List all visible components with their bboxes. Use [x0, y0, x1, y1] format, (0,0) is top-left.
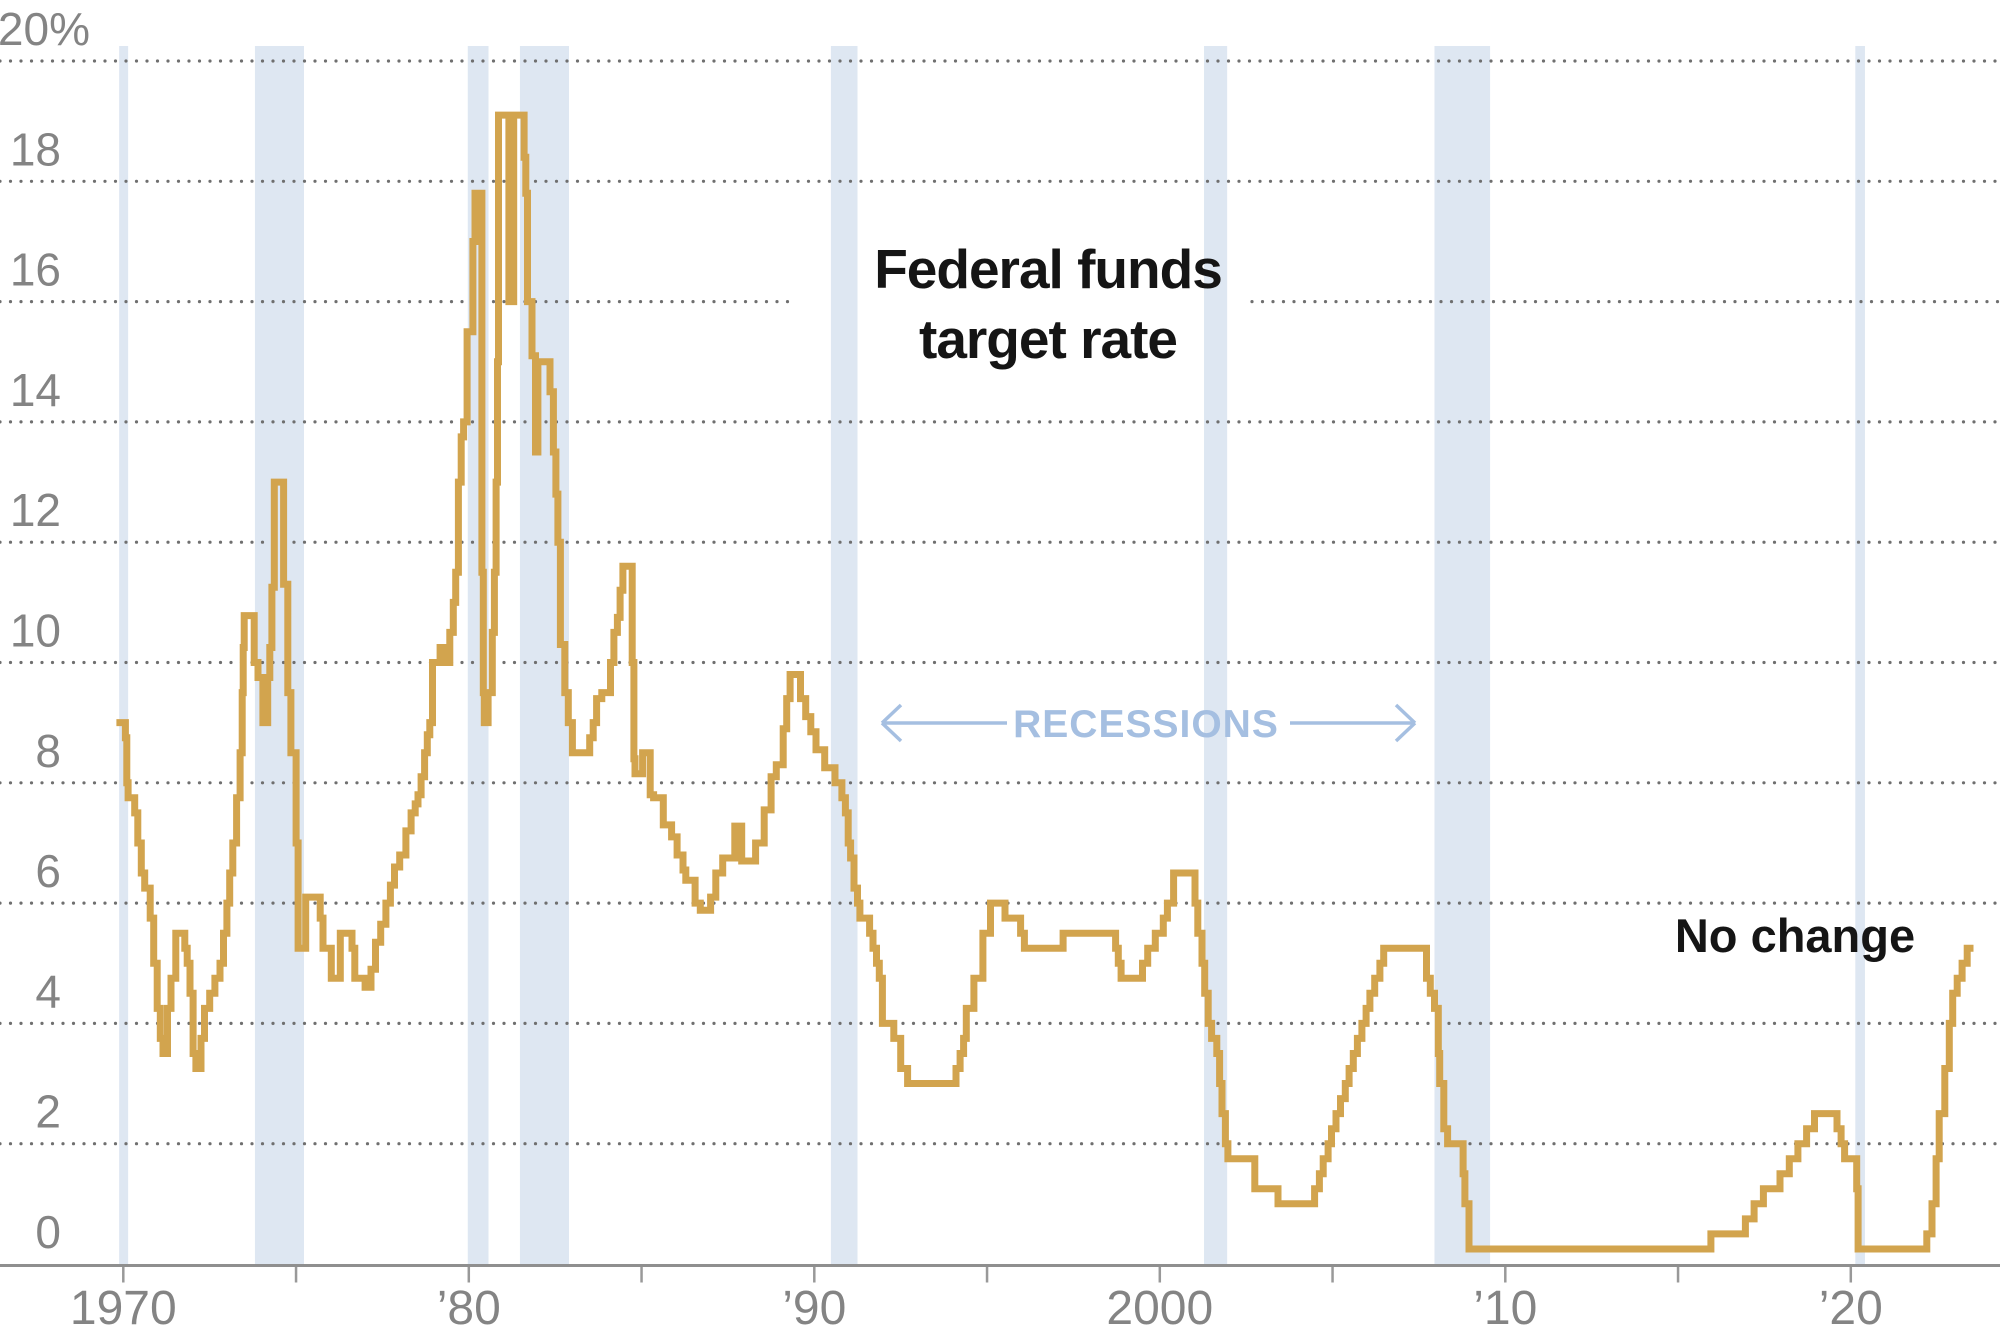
x-axis	[0, 1264, 2000, 1283]
recessions-label: RECESSIONS	[1013, 703, 1279, 746]
recession-band	[830, 46, 858, 1264]
y-axis-label: 18	[10, 123, 61, 175]
x-axis-label: 1970	[70, 1282, 177, 1333]
y-axis-label: 0	[35, 1206, 61, 1258]
x-axis-labels: 1970 ’80 ’90 2000 ’10 ’20	[70, 1282, 1883, 1333]
x-axis-label: 2000	[1106, 1282, 1213, 1333]
x-axis-label: ’90	[782, 1282, 846, 1333]
y-axis-label: 4	[35, 965, 61, 1017]
recession-arrow-right-icon	[1290, 703, 1417, 743]
recession-band	[1204, 46, 1228, 1264]
rate-line	[116, 111, 1974, 1253]
recession-band	[254, 46, 304, 1264]
x-axis-label: ’10	[1473, 1282, 1537, 1333]
recession-band	[119, 46, 129, 1264]
gridlines	[0, 59, 2000, 1146]
no-change-label: No change	[1675, 909, 1915, 962]
y-axis-label: 16	[10, 244, 61, 296]
chart-title-line2: target rate	[919, 308, 1177, 370]
x-axis-label: ’80	[437, 1282, 501, 1333]
recession-band	[1434, 46, 1491, 1264]
chart-title-line1: Federal funds	[874, 238, 1222, 300]
recession-band	[1855, 46, 1865, 1264]
y-axis-label: 14	[10, 364, 61, 416]
y-axis-label: 20%	[0, 3, 90, 55]
y-axis-label: 6	[35, 845, 61, 897]
x-axis-label: ’20	[1819, 1282, 1883, 1333]
y-axis-label: 2	[35, 1086, 61, 1138]
recession-arrow-left-icon	[880, 703, 1007, 743]
y-axis-label: 12	[10, 484, 61, 536]
y-axis-label: 8	[35, 725, 61, 777]
y-axis-label: 10	[10, 605, 61, 657]
recession-bands	[119, 46, 1865, 1264]
y-axis-labels: 20% 18 16 14 12 10 8 6 4 2 0	[0, 3, 90, 1258]
